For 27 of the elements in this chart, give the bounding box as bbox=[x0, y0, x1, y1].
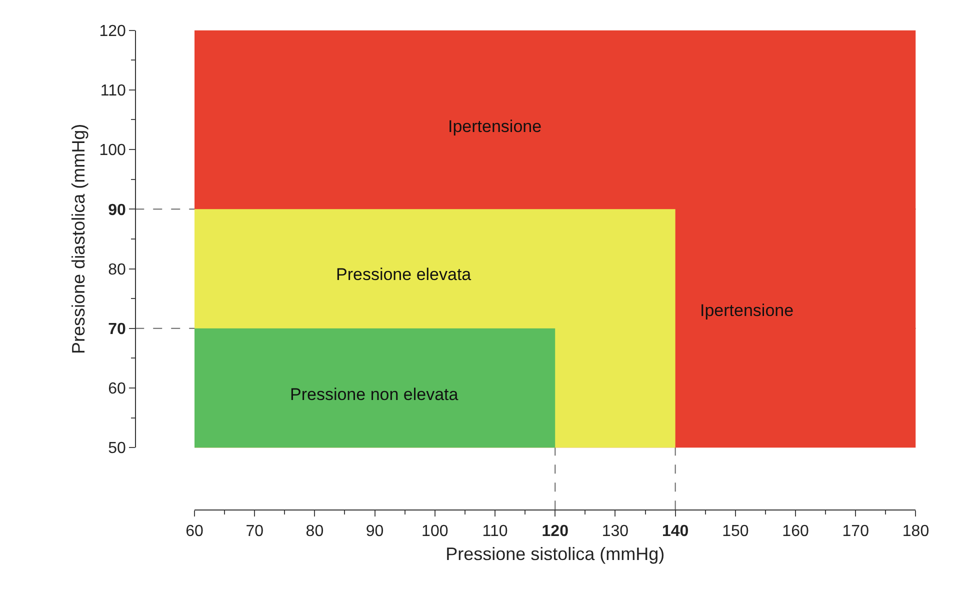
y-tick-label: 120 bbox=[99, 22, 126, 40]
y-tick-label: 90 bbox=[108, 202, 126, 219]
y-tick-label: 110 bbox=[100, 82, 126, 100]
x-tick-label: 60 bbox=[186, 522, 204, 540]
x-tick-label: 170 bbox=[842, 522, 870, 540]
x-axis-title: Pressione sistolica (mmHg) bbox=[446, 544, 665, 564]
x-tick-label: 180 bbox=[902, 522, 930, 540]
x-tick-label: 90 bbox=[366, 522, 384, 540]
x-tick-label: 110 bbox=[482, 522, 508, 540]
y-axis-title: Pressione diastolica (mmHg) bbox=[68, 124, 88, 354]
y-tick-label: 50 bbox=[108, 440, 126, 458]
x-tick-label: 70 bbox=[246, 522, 264, 540]
y-tick-label: 100 bbox=[99, 142, 126, 160]
x-tick-label: 150 bbox=[722, 522, 749, 540]
annotation: Pressione non elevata bbox=[290, 385, 459, 404]
x-tick-label: 100 bbox=[422, 522, 448, 540]
x-tick-label: 120 bbox=[542, 522, 569, 540]
x-tick-label: 140 bbox=[662, 522, 689, 540]
x-tick-label: 80 bbox=[306, 522, 324, 540]
annotation: Pressione elevata bbox=[336, 265, 472, 284]
x-tick-label: 130 bbox=[602, 522, 629, 540]
y-tick-label: 70 bbox=[108, 320, 126, 338]
x-tick-label: 160 bbox=[782, 522, 809, 540]
annotation: Ipertensione bbox=[700, 301, 794, 320]
annotation: Ipertensione bbox=[448, 117, 542, 136]
y-tick-label: 80 bbox=[108, 261, 126, 278]
y-tick-label: 60 bbox=[108, 380, 126, 398]
